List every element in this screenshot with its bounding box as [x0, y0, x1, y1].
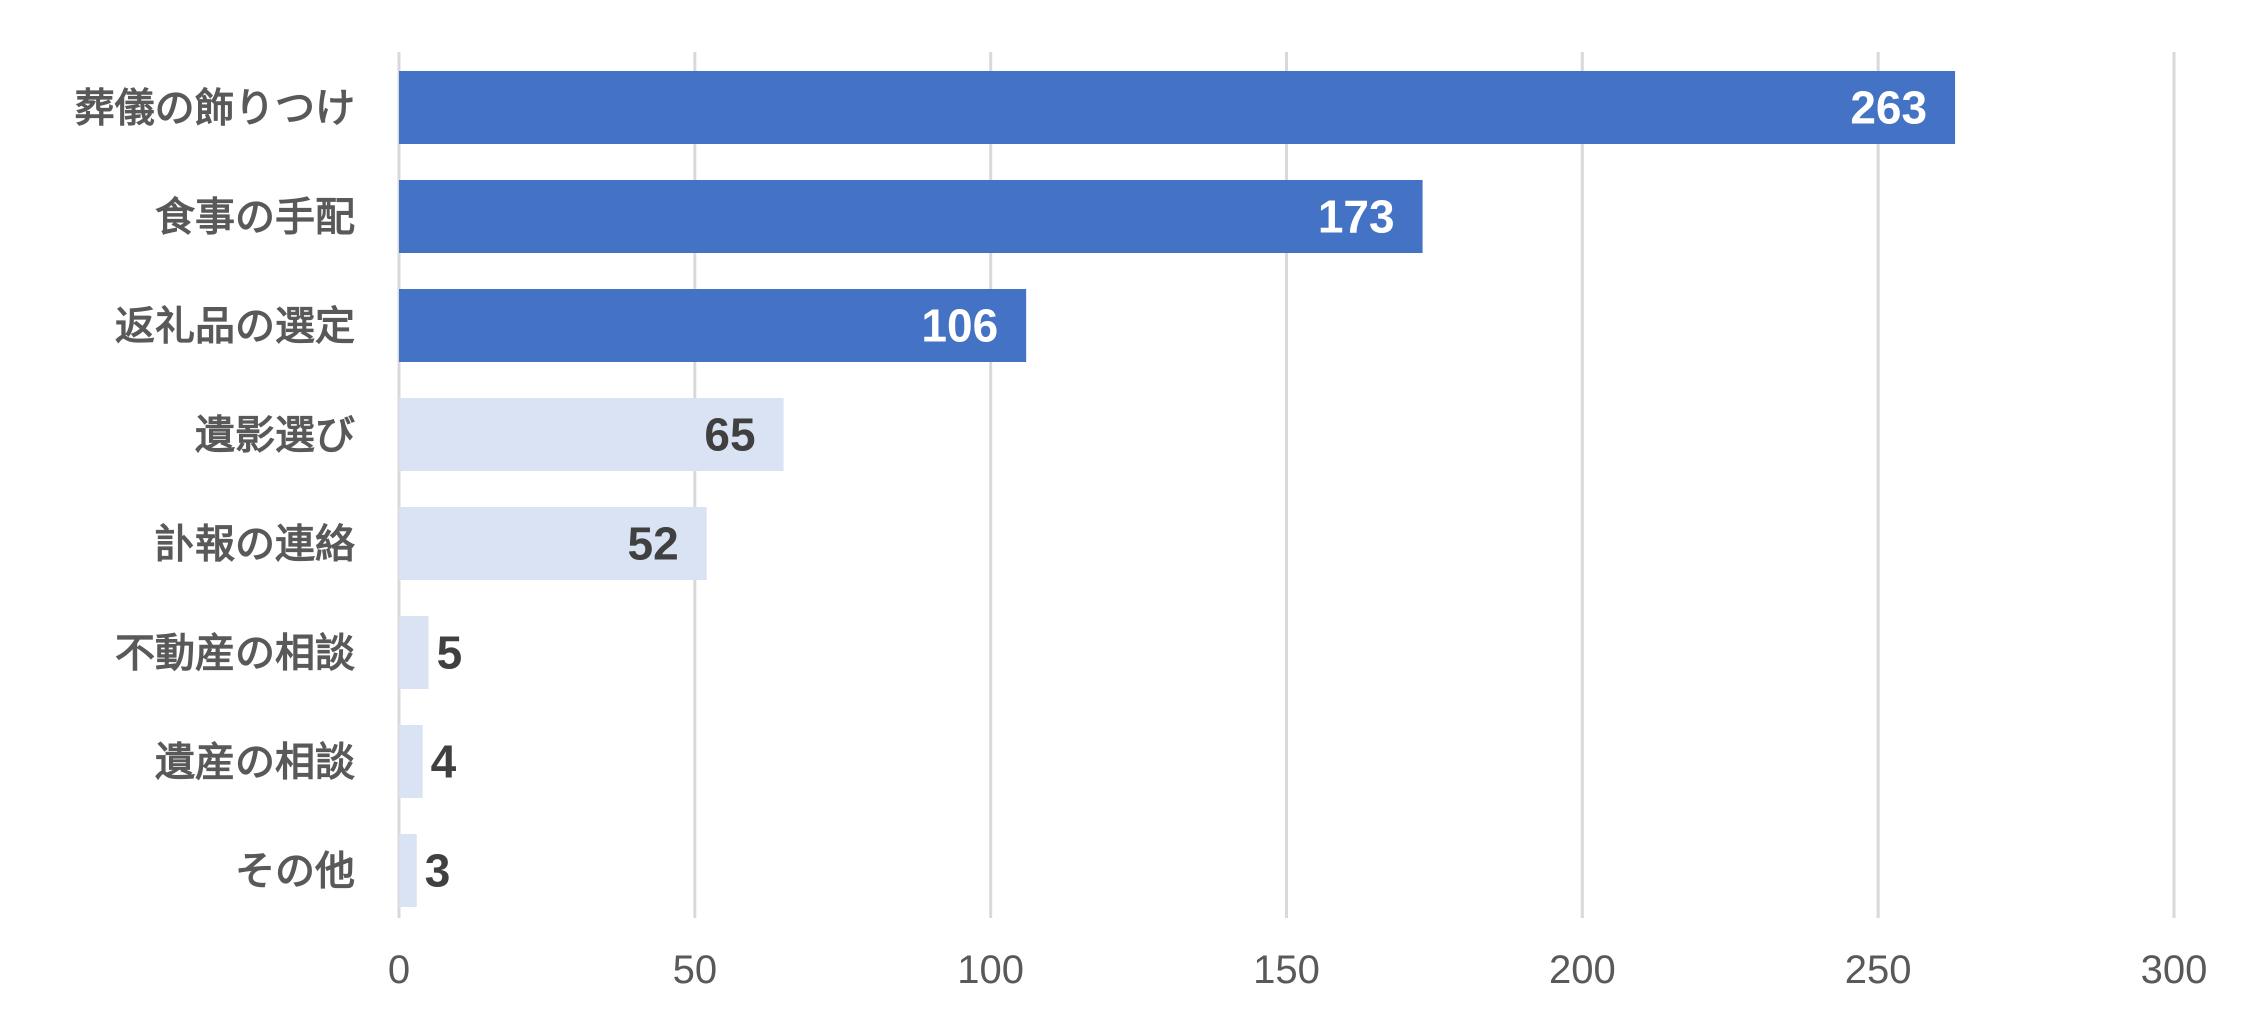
bars: [399, 71, 1956, 907]
data-label: 65: [704, 409, 755, 461]
data-label: 52: [627, 518, 678, 570]
bar: [399, 180, 1423, 253]
category-labels: 葬儀の飾りつけ食事の手配返礼品の選定遺影選び訃報の連絡不動産の相談遺産の相談その…: [75, 86, 356, 895]
x-tick-label: 0: [388, 948, 410, 992]
data-label: 173: [1318, 191, 1395, 243]
bar: [399, 834, 417, 907]
bar: [399, 725, 423, 798]
data-label: 106: [921, 300, 998, 352]
bar: [399, 507, 707, 580]
category-label: 返礼品の選定: [115, 304, 355, 350]
data-label: 5: [437, 627, 463, 679]
category-label: その他: [235, 849, 355, 895]
category-label: 訃報の連絡: [155, 522, 356, 568]
x-tick-label: 100: [957, 948, 1024, 992]
category-label: 食事の手配: [155, 195, 355, 241]
data-label: 263: [1850, 82, 1927, 134]
data-label: 4: [431, 736, 457, 788]
category-label: 遺影選び: [195, 413, 355, 459]
value-labels: 263 173 106 65 52 5 4 3: [425, 82, 1927, 897]
x-tick-labels: 0 50 100 150 200 250 300: [388, 948, 2208, 992]
bar: [399, 398, 784, 471]
x-tick-label: 150: [1253, 948, 1320, 992]
x-tick-label: 200: [1549, 948, 1616, 992]
bar: [399, 289, 1027, 362]
x-tick-label: 50: [673, 948, 718, 992]
data-label: 3: [425, 845, 451, 897]
x-tick-label: 300: [2141, 948, 2208, 992]
category-label: 葬儀の飾りつけ: [75, 86, 355, 132]
bar: [399, 71, 1956, 144]
x-tick-label: 250: [1845, 948, 1912, 992]
bar: [399, 616, 429, 689]
category-label: 遺産の相談: [155, 740, 355, 786]
category-label: 不動産の相談: [115, 631, 355, 677]
